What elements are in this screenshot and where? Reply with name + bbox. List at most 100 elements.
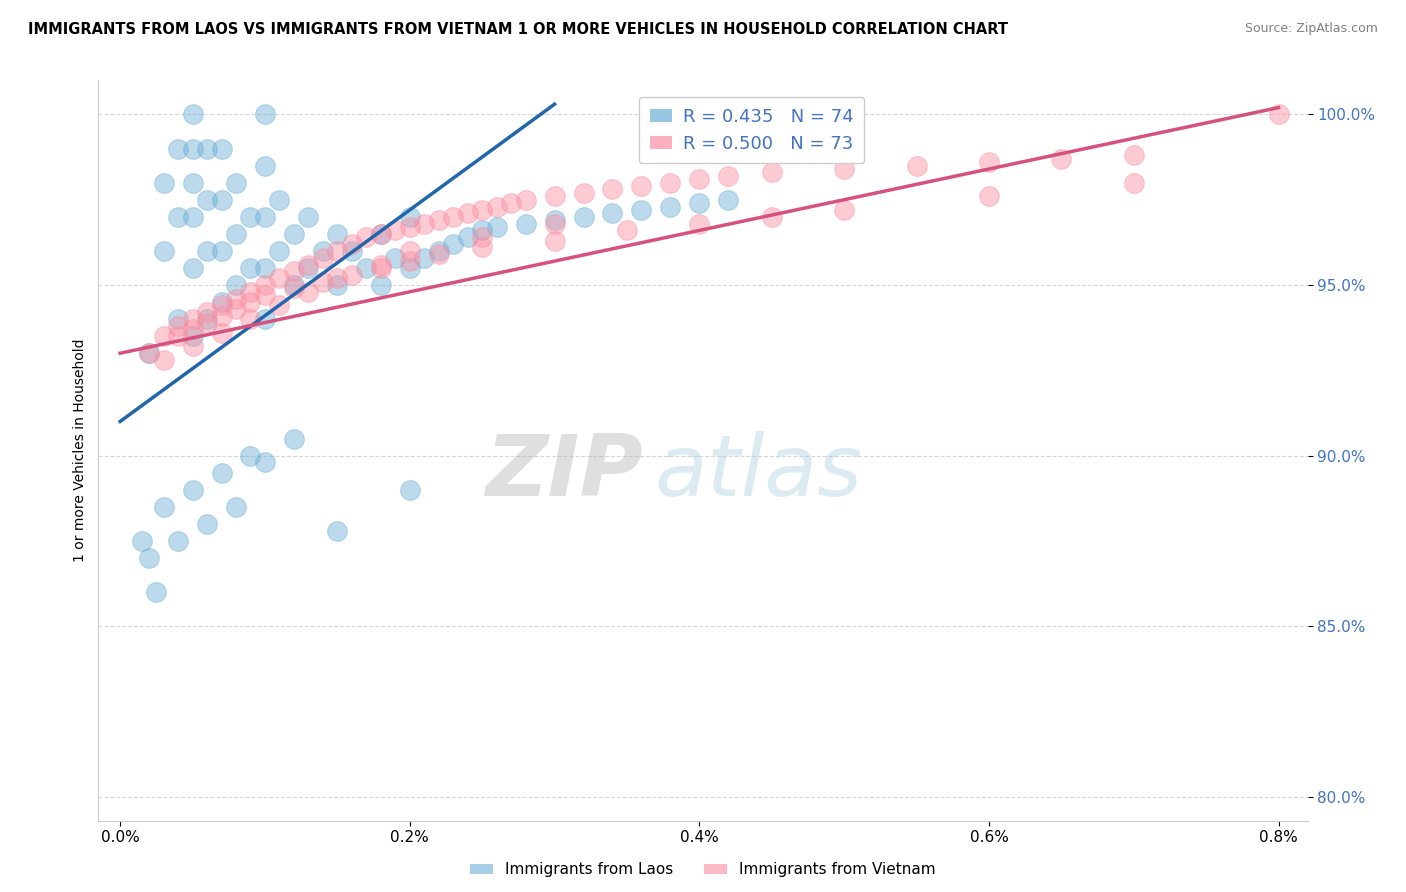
Point [239,260,262,275]
Point [181,176,204,190]
Point [283,281,305,295]
Point [485,200,508,214]
Point [370,277,392,292]
Point [225,176,247,190]
Point [515,217,537,231]
Text: atlas: atlas [655,431,863,514]
Point [225,277,247,292]
Point [181,210,204,224]
Point [616,223,638,237]
Point [211,309,233,323]
Point [225,301,247,316]
Point [239,295,262,310]
Point [145,585,167,599]
Point [326,277,349,292]
Point [181,322,204,336]
Point [253,277,276,292]
Point [138,346,160,360]
Point [269,193,291,207]
Point [659,176,682,190]
Point [326,227,349,241]
Point [211,466,233,480]
Point [211,326,233,340]
Point [138,346,160,360]
Point [832,161,855,176]
Point [181,107,204,121]
Point [283,432,305,446]
Point [152,244,174,258]
Point [253,288,276,302]
Point [630,202,652,217]
Point [1050,152,1073,166]
Point [269,244,291,258]
Point [370,227,392,241]
Point [253,455,276,469]
Point [283,227,305,241]
Point [384,251,406,265]
Point [398,483,420,497]
Point [225,227,247,241]
Point [312,251,335,265]
Point [717,169,740,183]
Point [602,206,624,220]
Point [253,312,276,326]
Legend: Immigrants from Laos, Immigrants from Vietnam: Immigrants from Laos, Immigrants from Vi… [464,856,942,883]
Point [297,210,319,224]
Point [977,189,1000,203]
Point [297,260,319,275]
Point [167,210,190,224]
Point [269,271,291,285]
Point [427,213,450,227]
Point [253,159,276,173]
Point [977,155,1000,169]
Point [211,141,233,155]
Point [471,230,494,244]
Point [543,213,565,227]
Point [340,244,363,258]
Point [572,210,595,224]
Point [239,312,262,326]
Point [195,316,218,330]
Point [761,210,783,224]
Point [370,227,392,241]
Point [253,210,276,224]
Text: ZIP: ZIP [485,431,643,514]
Point [441,210,464,224]
Point [152,329,174,343]
Point [370,258,392,272]
Point [239,449,262,463]
Point [195,141,218,155]
Point [1267,107,1289,121]
Point [659,200,682,214]
Point [181,339,204,353]
Point [211,193,233,207]
Point [543,234,565,248]
Point [340,237,363,252]
Point [761,165,783,179]
Point [312,244,335,258]
Point [225,500,247,514]
Point [326,244,349,258]
Point [167,329,190,343]
Point [1122,148,1144,162]
Point [543,217,565,231]
Point [427,247,450,261]
Text: Source: ZipAtlas.com: Source: ZipAtlas.com [1244,22,1378,36]
Point [457,230,479,244]
Point [181,312,204,326]
Point [131,533,153,548]
Point [253,260,276,275]
Point [832,202,855,217]
Point [398,244,420,258]
Point [398,219,420,234]
Point [211,298,233,312]
Point [413,217,436,231]
Point [195,516,218,531]
Point [195,193,218,207]
Point [457,206,479,220]
Point [225,292,247,306]
Point [471,223,494,237]
Point [427,244,450,258]
Point [398,254,420,268]
Point [181,260,204,275]
